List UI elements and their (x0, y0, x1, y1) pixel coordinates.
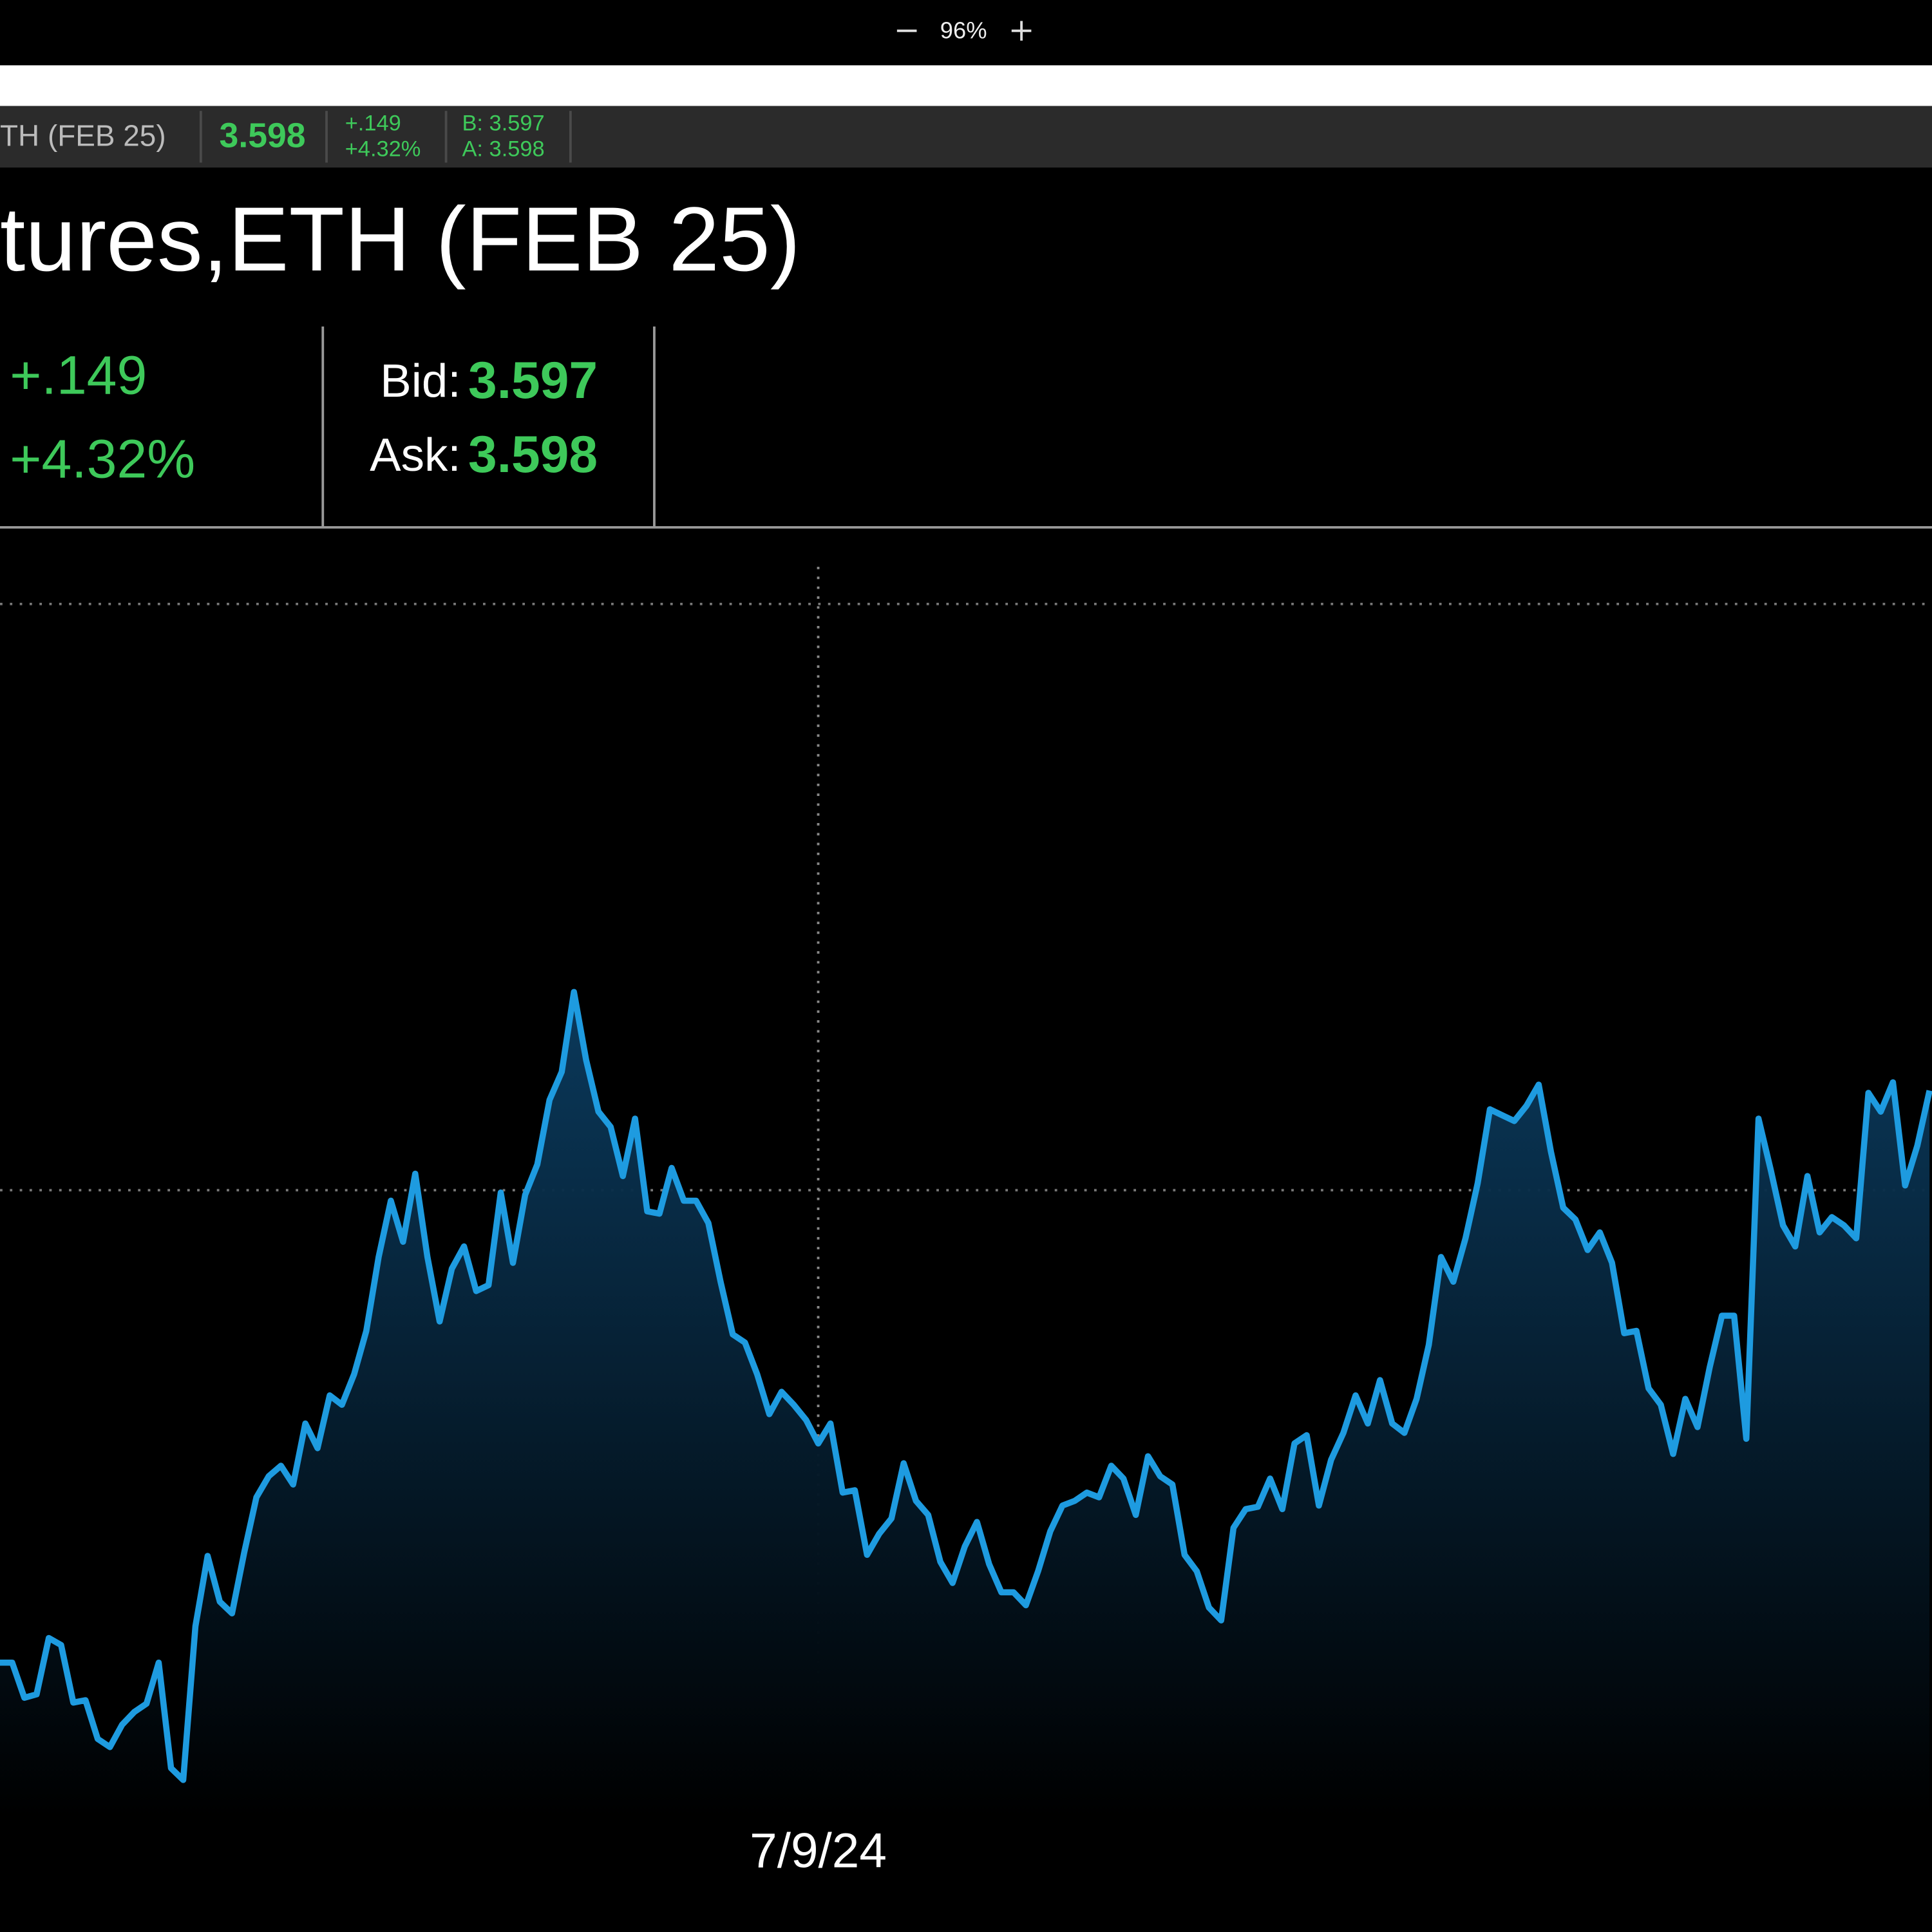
ticker-dividers (199, 111, 572, 163)
bid-label: Bid: (380, 355, 460, 407)
ticker-bid: B: 3.597 (462, 111, 544, 135)
ask: 3.598 (468, 426, 598, 484)
zoom-in[interactable] (1011, 21, 1032, 41)
x-tick-label: 7/9/24 (750, 1824, 887, 1879)
zoom-level: 96% (940, 17, 987, 43)
ticker-strip (0, 106, 1932, 168)
title: tures,ETH (FEB 25) (0, 189, 800, 290)
address-band (0, 65, 1932, 106)
area-fill (0, 992, 1930, 1818)
price-line (0, 989, 1932, 1783)
change: +.149 (10, 345, 147, 406)
header-dividers (0, 327, 1932, 529)
bid: 3.597 (468, 352, 598, 410)
ticker-symbol[interactable]: TH (FEB 25) (0, 118, 166, 152)
ticker-change-pct: +4.32% (345, 137, 421, 162)
chart: 7/9/24 (0, 567, 1932, 1879)
ticker-last: 3.598 (220, 117, 306, 155)
change-pct: +4.32% (10, 429, 195, 489)
ticker-change: +.149 (345, 111, 401, 135)
ticker-ask: A: 3.598 (462, 137, 544, 162)
ask-label: Ask: (370, 429, 460, 481)
